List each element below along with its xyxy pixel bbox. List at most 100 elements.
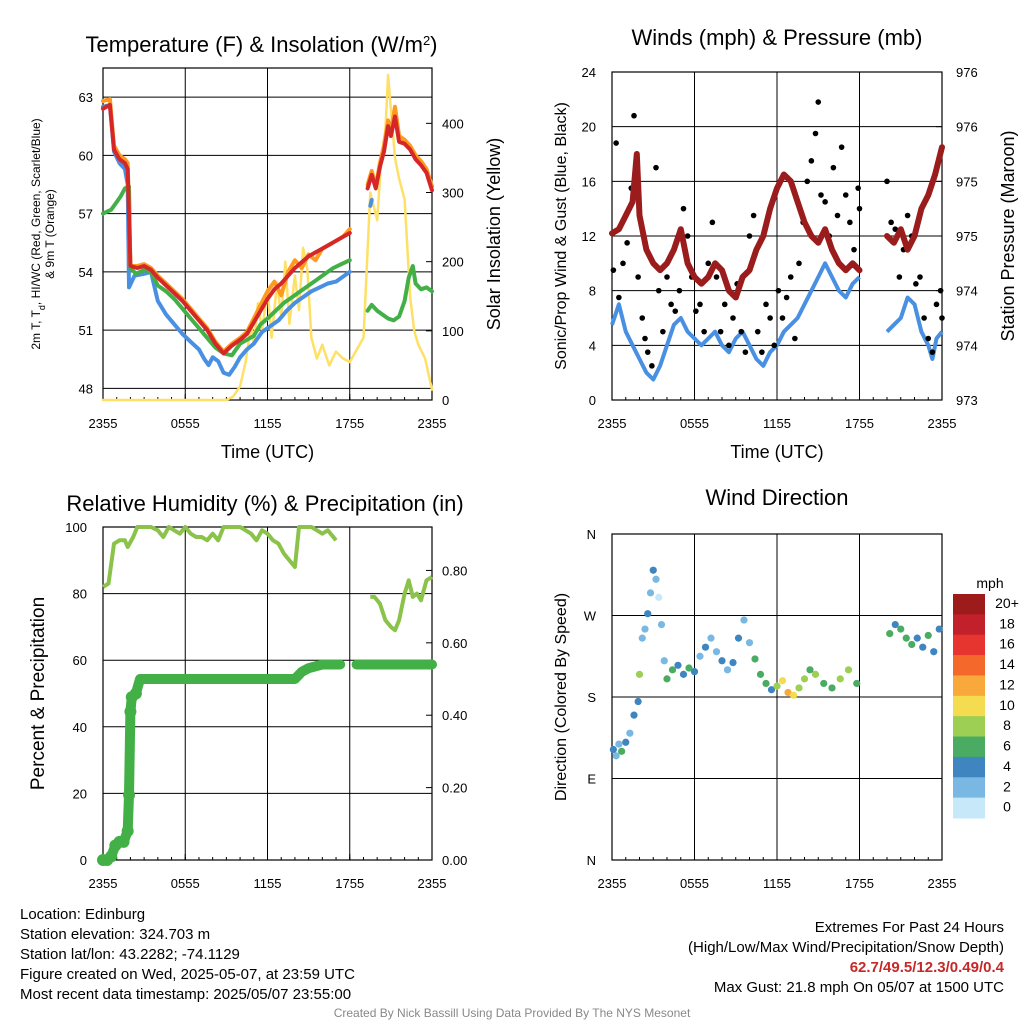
colorbar-swatch [953, 716, 985, 738]
y-tick-label: W [584, 609, 597, 624]
direction-point [935, 625, 943, 633]
gust-point [763, 301, 769, 308]
y-tick-label: 40 [73, 720, 87, 735]
colorbar-swatch [953, 756, 985, 778]
y2-axis-label: Solar Insolation (Yellow) [484, 138, 504, 330]
y2-tick-label: 100 [442, 324, 464, 339]
direction-point [734, 634, 743, 642]
direction-point [622, 738, 630, 746]
y-tick-label: 80 [73, 587, 87, 602]
colorbar-label: 12 [999, 676, 1015, 692]
gust-point [750, 212, 757, 219]
x-tick-label: 1155 [254, 416, 282, 431]
direction-point [891, 620, 899, 629]
gust-point [709, 219, 716, 226]
colorbar-swatch [953, 695, 985, 717]
gust-point [851, 246, 857, 253]
colorbar-label: 10 [999, 697, 1015, 713]
series-line [101, 102, 374, 377]
max-gust-text: Max Gust: 21.8 mph On 05/07 at 1500 UTC [713, 979, 1004, 996]
y-tick-label: 20 [582, 120, 596, 135]
chart-title: Relative Humidity (%) & Precipitation (i… [66, 491, 463, 516]
y-axis-label: Sonic/Prop Wind & Gust (Blue, Black) [553, 102, 570, 370]
x-tick-label: 1755 [845, 416, 874, 431]
chart-title: Winds (mph) & Pressure (mb) [632, 25, 923, 50]
direction-point [660, 657, 668, 665]
direction-point [626, 729, 634, 737]
colorbar-swatch [953, 777, 985, 799]
y-tick-label: 60 [79, 148, 93, 163]
colorbar-swatch [953, 736, 985, 758]
gust-point [855, 185, 861, 191]
x-tick-label: 2355 [598, 416, 627, 431]
direction-point [778, 677, 787, 685]
y2-axis-label: Station Pressure (Maroon) [998, 130, 1018, 341]
gust-point [812, 130, 819, 137]
y-tick-label: 48 [79, 381, 93, 396]
plot-frame [102, 67, 433, 401]
x-tick-label: 2355 [89, 416, 118, 431]
latlon-text: Station lat/lon: 43.2282; -74.1129 [20, 946, 240, 963]
gust-point [804, 178, 811, 185]
precip-point [129, 687, 142, 700]
gust-point [746, 233, 753, 239]
y-tick-label: 60 [73, 653, 87, 668]
direction-point [630, 711, 638, 719]
wind-speed-line [610, 261, 944, 382]
direction-point [919, 643, 927, 651]
direction-point [712, 648, 721, 656]
x-tick-label: 2355 [598, 876, 627, 891]
gust-point [684, 233, 691, 239]
y-tick-label: 0 [589, 393, 596, 408]
gust-point [896, 274, 903, 280]
x-tick-label: 2355 [89, 876, 118, 891]
meteogram-figure: 2355 0555 1155 1755 235548515457606301002003… [28, 25, 1019, 891]
y-label-sub: d [37, 305, 47, 310]
y-tick-label: 63 [79, 90, 93, 105]
x-tick-label: 1155 [763, 416, 791, 431]
precip-point [117, 835, 130, 848]
direction-point [844, 666, 853, 674]
gust-point [717, 328, 724, 335]
direction-point [886, 630, 894, 638]
gust-point [939, 315, 945, 321]
y-label-text: Sonic/Prop Wind & Gust (Blue, Black) [553, 102, 570, 370]
gust-point [842, 192, 849, 198]
winds-panel: 2355 0555 1155 1755 235504812162024973974974… [553, 25, 1018, 462]
direction-point [820, 679, 828, 688]
gust-point [818, 192, 824, 198]
x-tick-label: 2355 [928, 416, 957, 431]
y2-tick-label: 973 [956, 393, 978, 408]
gust-point [676, 287, 683, 294]
x-tick-label: 2355 [418, 876, 447, 891]
x-tick-label: 1755 [335, 416, 364, 431]
location-text: Location: Edinburg [20, 906, 146, 923]
y-label-part: , HI/WC (Red, Green, Scarlet/Blue) [29, 118, 43, 305]
gust-point [787, 274, 794, 280]
colorbar-legend: mph 20+ 18 16 14 12 10 8 6 4 2 0 [953, 575, 1019, 819]
direction-point [756, 670, 765, 678]
gust-point [693, 308, 699, 314]
colorbar-label: 16 [999, 636, 1015, 652]
gust-point [767, 315, 773, 321]
gust-point [792, 335, 798, 342]
colorbar-swatch [953, 594, 985, 615]
y-tick-label: 100 [65, 520, 87, 535]
y2-tick-label: 974 [956, 284, 978, 299]
y2-tick-label: 975 [956, 174, 978, 189]
y-label-part: 2m T, T [29, 309, 43, 349]
y-tick-label: 51 [79, 323, 93, 338]
direction-point [718, 657, 726, 665]
gust-point [610, 267, 617, 273]
y-tick-label: 20 [73, 786, 87, 801]
gust-point [933, 301, 940, 308]
y2-tick-label: 300 [442, 186, 464, 201]
gust-point [639, 315, 646, 321]
gust-point [796, 260, 802, 267]
x-tick-label: 2355 [928, 876, 957, 891]
y-label-text: Percent & Precipitation [28, 597, 49, 790]
gust-point [644, 349, 651, 355]
y2-tick-label: 0.80 [442, 563, 467, 578]
gust-point [925, 335, 932, 342]
